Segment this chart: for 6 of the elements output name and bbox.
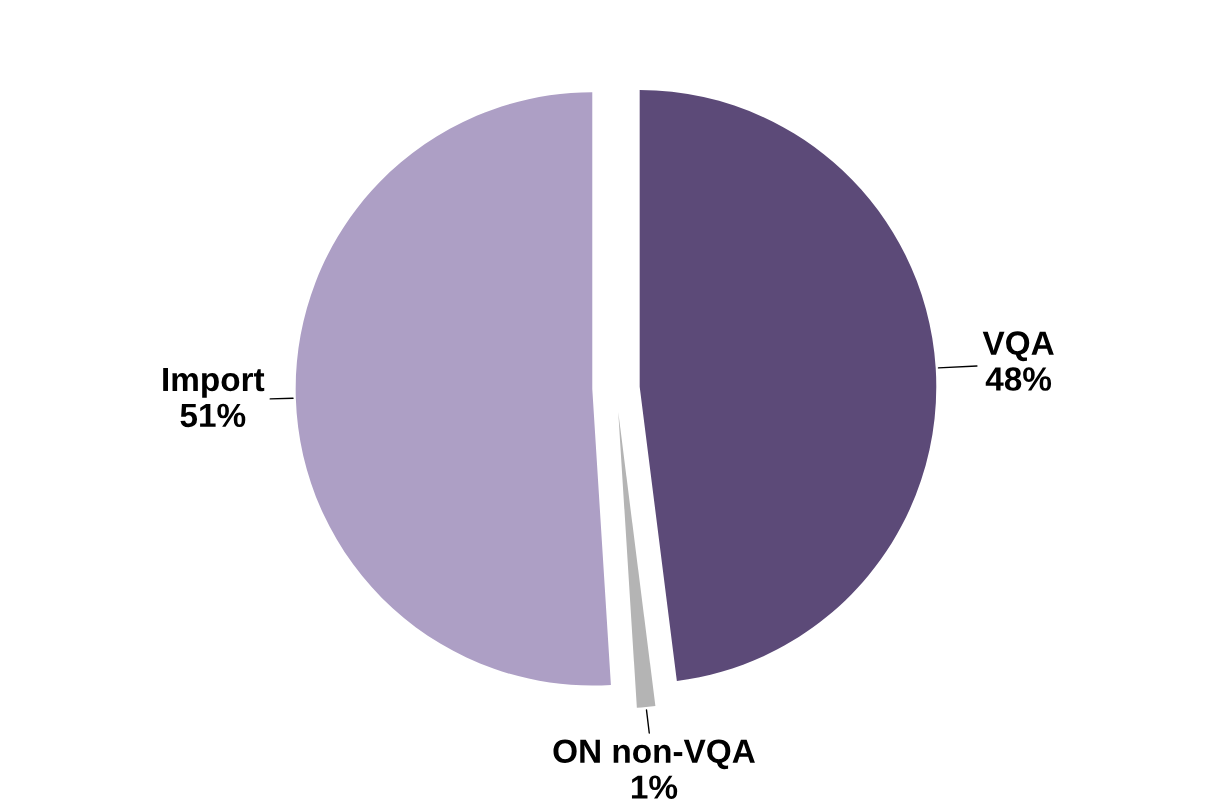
slice-label: VQA — [982, 331, 1054, 362]
slice-label: Import — [163, 368, 265, 398]
slice-label: ON non-VQA — [553, 739, 755, 770]
data-label: 1% — [631, 775, 678, 799]
data-label: 48% — [985, 367, 1052, 391]
data-label: 51% — [180, 403, 246, 428]
